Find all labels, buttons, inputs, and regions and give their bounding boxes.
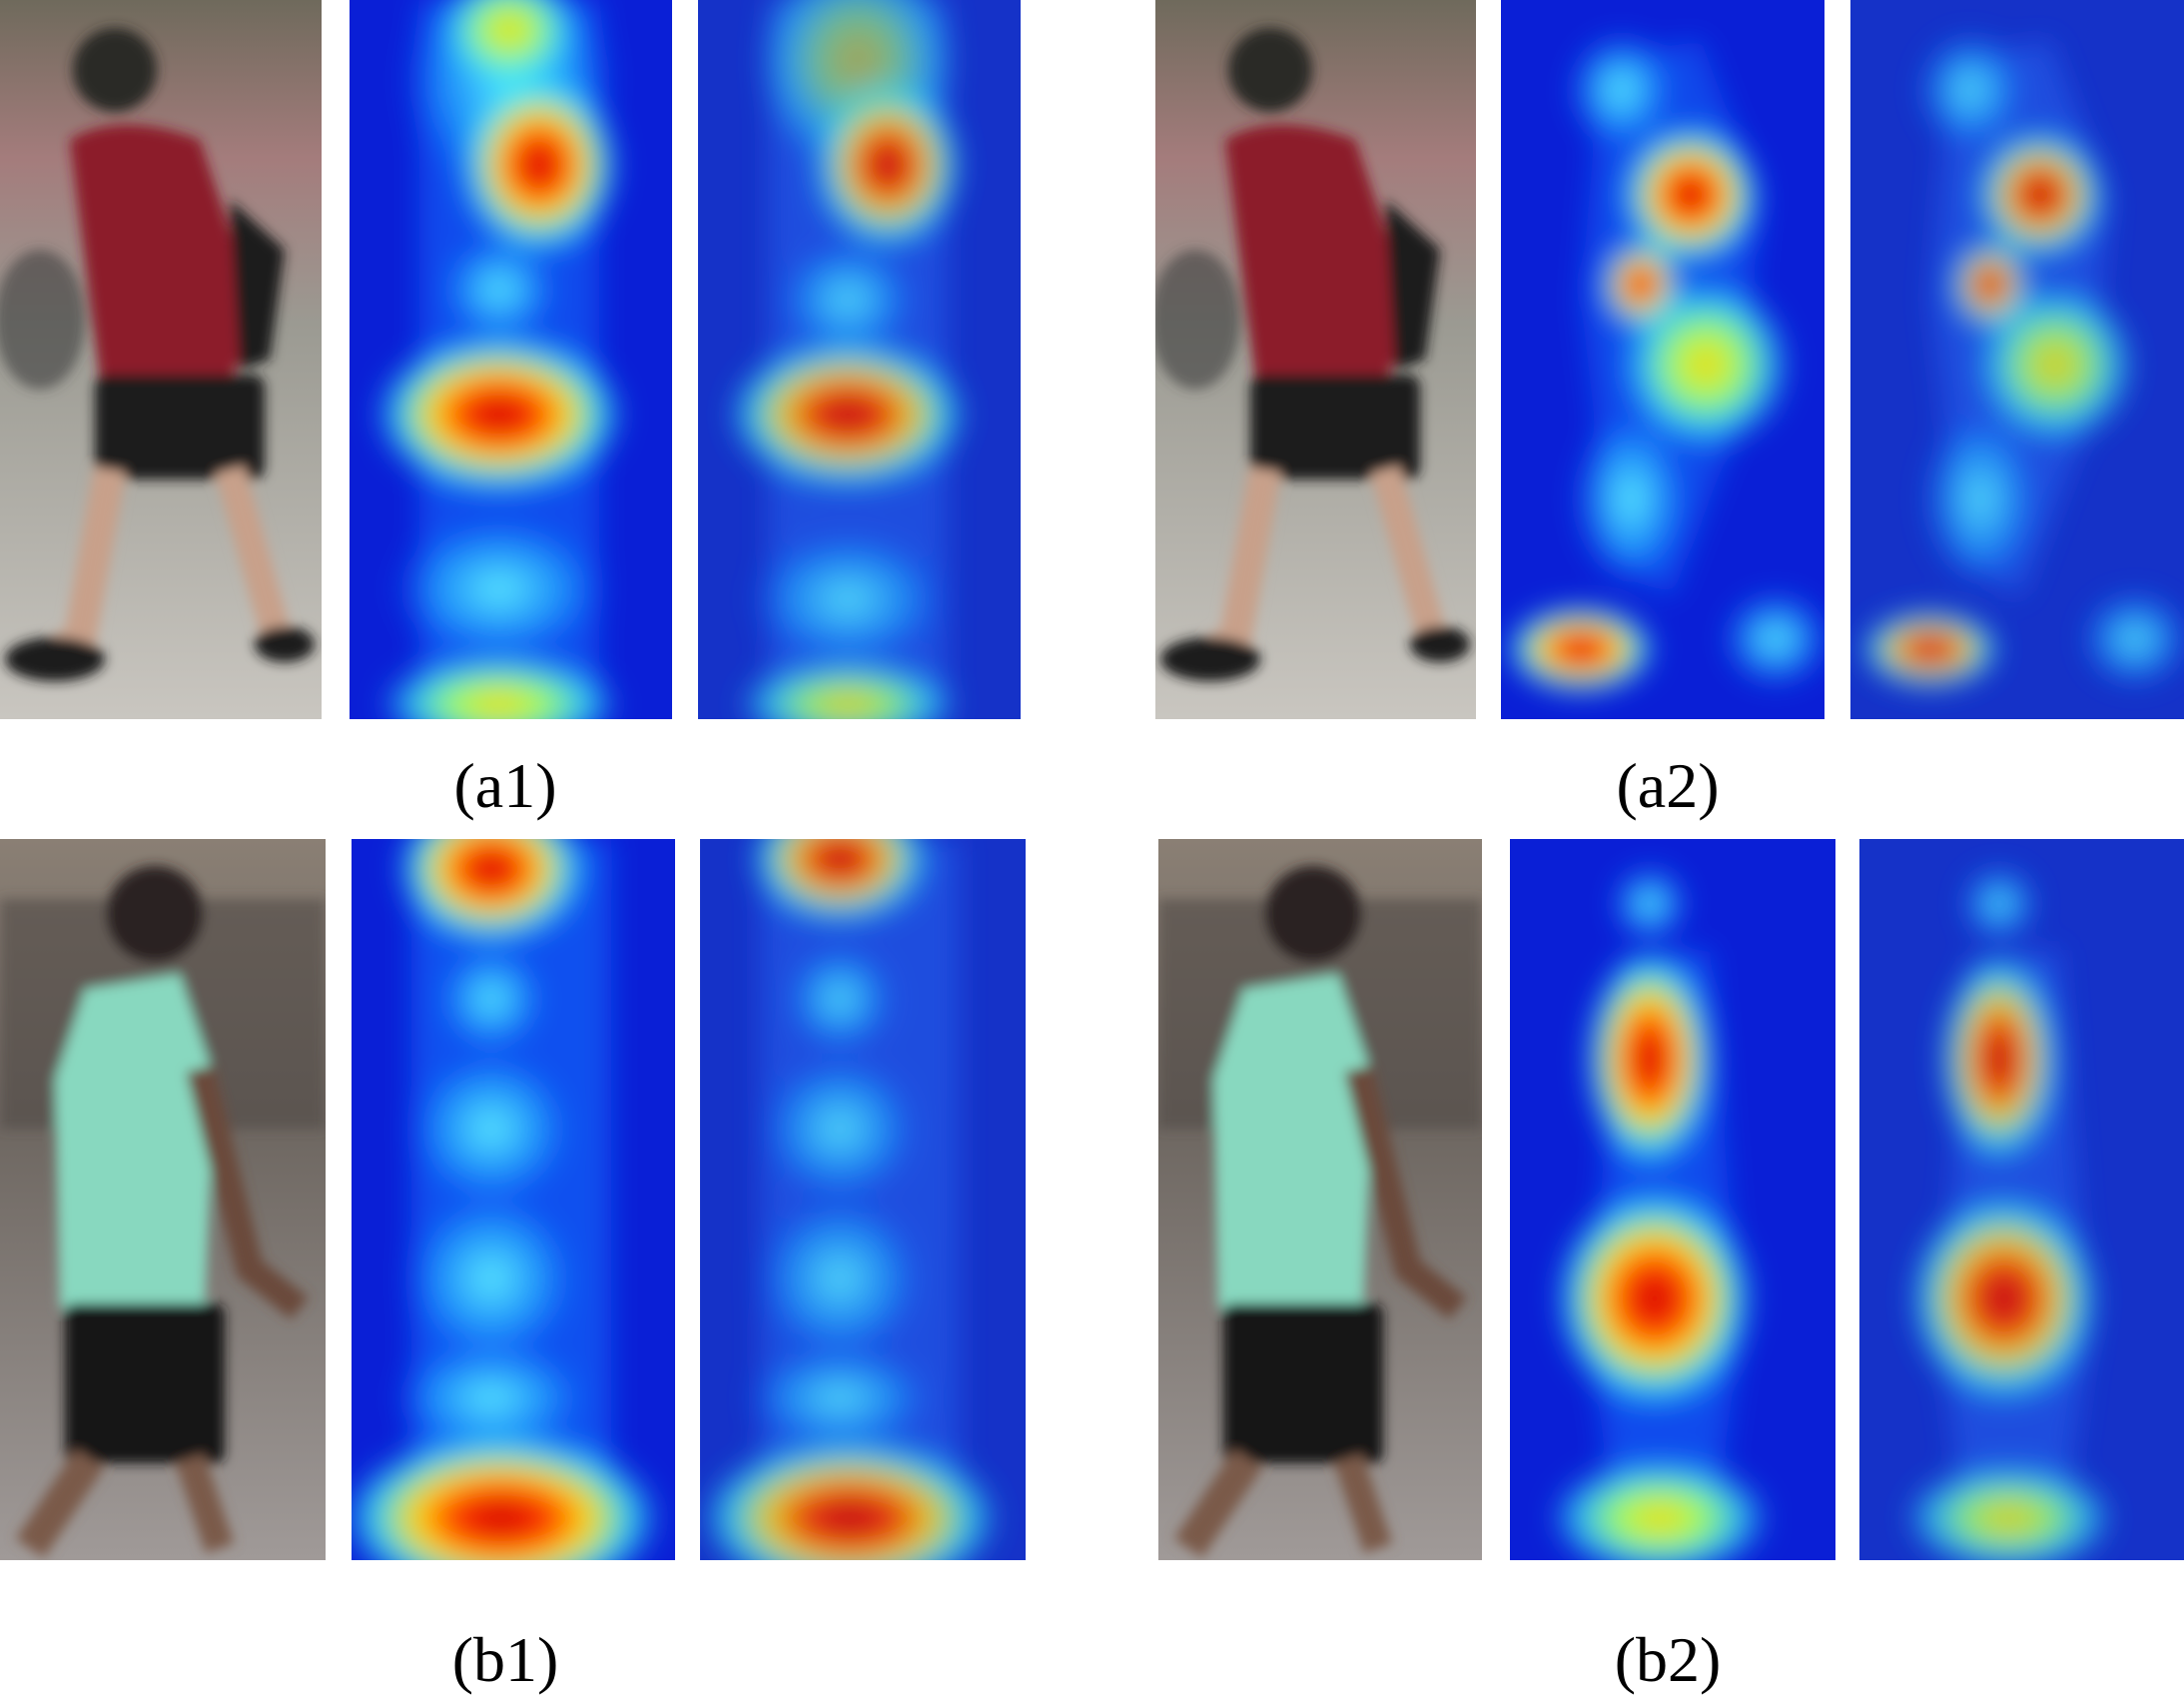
heatmap-a2 [1501, 0, 1824, 719]
caption-a1: (a1) [453, 750, 557, 821]
heatmap-b2 [1510, 839, 1835, 1560]
heatmap-a1 [350, 0, 672, 719]
caption-b2: (b2) [1614, 1624, 1722, 1695]
caption-a2: (a2) [1616, 750, 1720, 821]
photo-a2 [1155, 0, 1476, 719]
photo-b1 [0, 839, 326, 1560]
overlay-a2 [1850, 0, 2184, 719]
overlay-a1 [698, 0, 1021, 719]
overlay-b2 [1859, 839, 2184, 1560]
overlay-b1 [700, 839, 1026, 1560]
photo-a1 [0, 0, 322, 719]
heatmap-b1 [352, 839, 675, 1560]
photo-b2 [1158, 839, 1482, 1560]
caption-b1: (b1) [451, 1624, 559, 1695]
